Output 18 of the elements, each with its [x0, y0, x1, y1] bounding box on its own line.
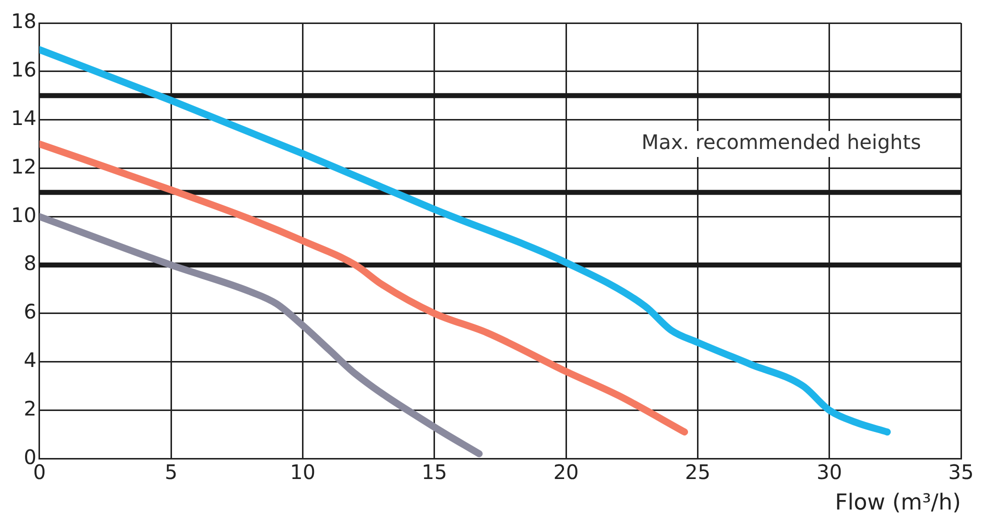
x-tick-label: 10	[290, 460, 316, 484]
y-tick-label: 2	[24, 396, 36, 420]
y-tick-label: 12	[10, 154, 36, 178]
x-tick-label: 25	[684, 460, 710, 484]
annotation: Max. recommended heights	[641, 130, 921, 154]
x-tick-label: 5	[164, 460, 178, 484]
y-tick-label: 14	[10, 106, 36, 130]
y-tick-label: 10	[10, 202, 36, 227]
y-tick-label: 16	[10, 58, 36, 82]
x-tick-label: 30	[816, 460, 842, 484]
x-tick-label: 15	[422, 460, 448, 484]
x-tick-label: 35	[948, 460, 974, 484]
y-tick-label: 4	[24, 348, 36, 372]
x-tick-label: 20	[553, 460, 579, 484]
x-axis-title: Flow (m³/h)	[835, 490, 961, 516]
y-tick-label: 8	[24, 251, 36, 276]
y-tick-label: 6	[24, 300, 36, 324]
y-tick-label: 18	[10, 9, 36, 34]
